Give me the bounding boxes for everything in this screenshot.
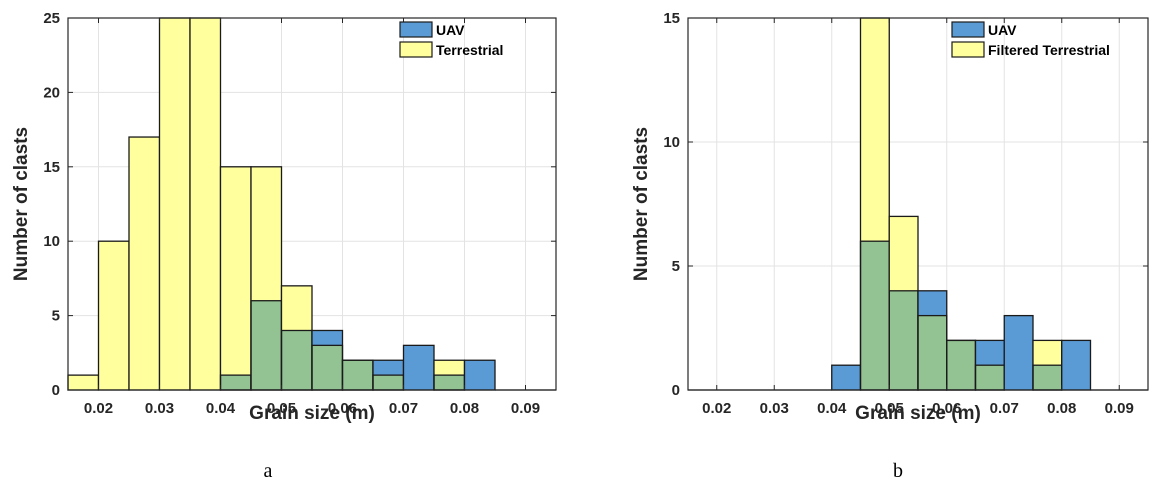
histogram-a: 0.02 0.03 0.04 0.05 0.06 0.07 0.08 0.09 0 5 10 15 20… — [11, 10, 557, 482]
x-tick-label: 0.05 — [267, 400, 296, 417]
legend-label-terrestrial: Terrestrial — [436, 42, 503, 58]
legend: UAV Filtered Terrestrial — [951, 21, 1110, 58]
histogram-b: 0.02 0.03 0.04 0.05 0.06 0.07 0.08 0.09 0 5 10 15 Gr… — [631, 10, 1149, 482]
axes-box — [687, 17, 1149, 391]
y-tick-label: 10 — [663, 134, 680, 151]
y-tick-label: 5 — [52, 308, 60, 325]
bar-overlap — [889, 290, 918, 390]
bar-uav — [1004, 315, 1033, 390]
y-tick-label: 0 — [672, 382, 680, 399]
bar-terrestrial — [220, 166, 251, 376]
bar-uav — [831, 365, 861, 390]
bar-terrestrial — [190, 18, 221, 390]
x-tick-label: 0.02 — [84, 400, 113, 417]
x-tick-label: 0.05 — [875, 400, 904, 417]
bar-terrestrial — [889, 216, 918, 291]
legend-label-uav: UAV — [988, 22, 1017, 38]
x-tick-label: 0.03 — [145, 400, 174, 417]
bar-overlap — [975, 365, 1005, 390]
x-tick-label: 0.06 — [328, 400, 357, 417]
y-tick-label: 25 — [43, 10, 60, 27]
bar-overlap — [220, 375, 251, 390]
x-tick-label: 0.04 — [817, 400, 847, 417]
bar-overlap — [312, 345, 343, 390]
y-tick-label: 15 — [663, 10, 680, 27]
legend-swatch-terrestrial — [951, 41, 985, 58]
bar-uav — [1061, 340, 1091, 390]
bar-terrestrial — [159, 18, 190, 390]
bar-uav — [918, 290, 947, 316]
legend-swatch-uav — [399, 21, 433, 38]
y-tick-label: 20 — [43, 84, 60, 101]
bar-overlap — [251, 300, 282, 390]
x-tick-label: 0.03 — [760, 400, 789, 417]
bar-overlap — [434, 375, 465, 390]
bar-overlap — [946, 340, 976, 390]
legend-swatch-terrestrial — [399, 41, 433, 58]
bar-uav — [403, 345, 434, 390]
bar-terrestrial — [251, 166, 282, 301]
bar-terrestrial — [129, 137, 160, 390]
bar-overlap — [1033, 365, 1062, 390]
y-axis-label: Number of clasts — [631, 127, 652, 281]
axes-box — [67, 17, 557, 391]
bar-overlap — [373, 375, 404, 390]
bar-overlap — [918, 315, 947, 390]
legend-label-terrestrial: Filtered Terrestrial — [988, 42, 1110, 58]
x-tick-label: 0.06 — [932, 400, 961, 417]
bar-uav — [975, 340, 1005, 366]
bar-terrestrial — [281, 285, 312, 331]
x-tick-label: 0.02 — [702, 400, 731, 417]
bar-overlap — [281, 330, 312, 390]
legend-swatch-uav — [951, 21, 985, 38]
bar-terrestrial — [68, 375, 99, 390]
y-tick-label: 10 — [43, 233, 60, 250]
x-tick-label: 0.07 — [990, 400, 1019, 417]
panel-label: a — [264, 460, 273, 482]
bar-uav — [373, 360, 404, 376]
bar-terrestrial — [1033, 340, 1062, 366]
x-tick-label: 0.08 — [450, 400, 479, 417]
bar-uav — [464, 360, 495, 390]
y-tick-label: 5 — [672, 258, 680, 275]
bar-terrestrial — [860, 18, 890, 242]
bar-terrestrial — [434, 360, 465, 376]
x-tick-label: 0.04 — [206, 400, 236, 417]
x-tick-label: 0.09 — [1105, 400, 1134, 417]
x-tick-label: 0.08 — [1047, 400, 1076, 417]
panel-label: b — [893, 460, 903, 482]
bar-terrestrial — [98, 241, 129, 390]
bar-uav — [312, 330, 343, 346]
y-tick-label: 0 — [52, 382, 60, 399]
x-tick-label: 0.09 — [511, 400, 540, 417]
x-tick-label: 0.07 — [389, 400, 418, 417]
y-tick-label: 15 — [43, 159, 60, 176]
x-axis-label: Grain size (m) — [249, 403, 375, 424]
bar-overlap — [860, 241, 890, 390]
legend: UAV Terrestrial — [399, 21, 503, 58]
bar-overlap — [342, 360, 373, 390]
y-axis-label: Number of clasts — [11, 127, 32, 281]
x-axis-label: Grain size (m) — [855, 403, 981, 424]
legend-label-uav: UAV — [436, 22, 465, 38]
